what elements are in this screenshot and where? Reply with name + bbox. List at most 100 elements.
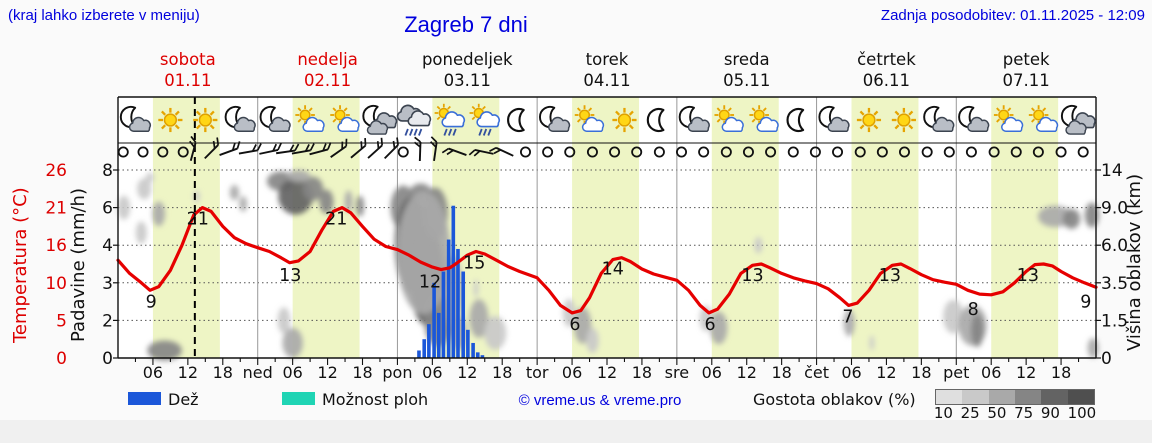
day-abbr-label: sre [665, 363, 689, 382]
cloud-shape [233, 116, 256, 133]
cloud-blob [573, 307, 592, 344]
hour-tick-label: 18 [1051, 363, 1071, 382]
sun-ray [859, 124, 865, 130]
weather-icon-moon [786, 107, 805, 133]
cloud-blob [843, 309, 855, 337]
cloud-blob [1084, 202, 1099, 228]
wind-barb-tick [473, 150, 481, 157]
hour-tick-label: 18 [632, 363, 652, 382]
sun-ray [308, 107, 313, 112]
wind-barb-icon [430, 136, 438, 162]
sun-ray [174, 110, 180, 116]
weather-icon-moon-cloud [538, 105, 571, 133]
sun-disc [334, 109, 346, 121]
wind-barb-tick [341, 141, 344, 150]
wind-barb-tick [277, 142, 282, 151]
moon-crescent [958, 105, 975, 129]
cloud-shape [827, 116, 850, 133]
sun-ray [471, 116, 476, 121]
weather-icon-sun [891, 107, 916, 133]
daytime-band [991, 97, 1059, 358]
cloud-shape [1001, 116, 1024, 133]
rain-streak [443, 128, 448, 136]
sun-ray [588, 107, 593, 112]
sun-disc [163, 113, 178, 127]
wind-calm-icon [988, 146, 1000, 158]
sun-ray [174, 124, 180, 130]
rain-bar [432, 282, 436, 358]
cloud-shape [337, 116, 360, 133]
rain-streak [413, 128, 418, 136]
sun-ray [297, 107, 302, 112]
sun-ray [873, 110, 879, 116]
temperature-value-label: 12 [419, 272, 441, 292]
sun-disc [718, 109, 730, 121]
cloud-scale-segment [1041, 390, 1068, 404]
day-abbr-label: pon [382, 363, 412, 382]
wind-calm-icon [876, 146, 888, 158]
wind-barb-tick [236, 141, 241, 149]
wind-barb-shaft [418, 141, 422, 162]
hour-tick-label: 12 [597, 363, 617, 382]
cloud-shape [756, 116, 779, 133]
weather-icon-sun [856, 107, 882, 133]
cloud-shape [441, 111, 466, 128]
cloud-tick-label: 6.0 [1101, 236, 1128, 256]
cloud-scale-segment [962, 390, 989, 404]
sun-ray [1031, 118, 1036, 123]
cloud-density-scale [935, 389, 1095, 405]
wind-barb-icon [219, 141, 241, 156]
day-abbr-label: ned [243, 363, 273, 382]
wind-barb-tick [251, 144, 257, 152]
showers-legend-label: Možnost ploh [322, 390, 429, 409]
moon-crescent [259, 105, 276, 129]
precip-tick-label: 3 [102, 274, 113, 294]
wind-barb-icon [204, 137, 220, 160]
day-name-label: četrtek [857, 50, 916, 69]
day-date-label: 04.11 [583, 71, 630, 90]
cloud-shape [547, 116, 571, 133]
cloud-tick-label: 0 [1101, 349, 1112, 369]
cloud-blob [286, 170, 311, 183]
sun-ray [482, 105, 486, 110]
rain-bar [441, 271, 446, 358]
day-name-label: sreda [724, 50, 770, 69]
wind-calm-icon [609, 146, 621, 158]
cloud-blob [469, 299, 489, 338]
wind-barb-tick [231, 142, 236, 151]
rain-legend-swatch [128, 392, 161, 405]
sun-ray [576, 107, 581, 112]
wind-barb-shaft [495, 146, 514, 157]
wind-barb-tick [413, 141, 421, 148]
wind-barb-shaft [330, 145, 347, 158]
daytime-band [292, 97, 360, 358]
temperature-curve [116, 206, 1098, 315]
wind-barb-tick [189, 140, 196, 148]
wind-barb-icon [330, 138, 348, 158]
wind-barb-tick [414, 136, 422, 143]
hour-tick-label: 12 [317, 363, 337, 382]
rain-streak [404, 128, 409, 136]
sun-ray [209, 110, 215, 116]
hour-tick-label: 12 [876, 363, 896, 382]
sun-ray [751, 107, 756, 112]
weather-icon-moon-cloud [818, 105, 850, 133]
legend-row: Dež Možnost ploh © vreme.us & vreme.pro … [0, 388, 1152, 422]
wind-calm-icon [1032, 146, 1044, 158]
cloud-blob [277, 307, 291, 334]
weather-icon-sun [612, 107, 637, 133]
sun-ray [436, 116, 441, 121]
showers-legend-swatch [282, 392, 315, 405]
wind-barb-shaft [238, 149, 258, 155]
rain-bar [451, 205, 456, 358]
cloud-shape [932, 116, 955, 133]
cloud-blob [319, 189, 334, 214]
menu-hint-text: (kraj lahko izberete v meniju) [8, 7, 200, 24]
rain-streak [447, 128, 453, 136]
wind-barb-tick [345, 138, 348, 147]
rain-bar [475, 352, 480, 358]
cloud-tick-label: 9.0 [1101, 199, 1128, 219]
copyright-link[interactable]: © vreme.us & vreme.pro [518, 392, 682, 409]
sun-ray [894, 124, 900, 130]
